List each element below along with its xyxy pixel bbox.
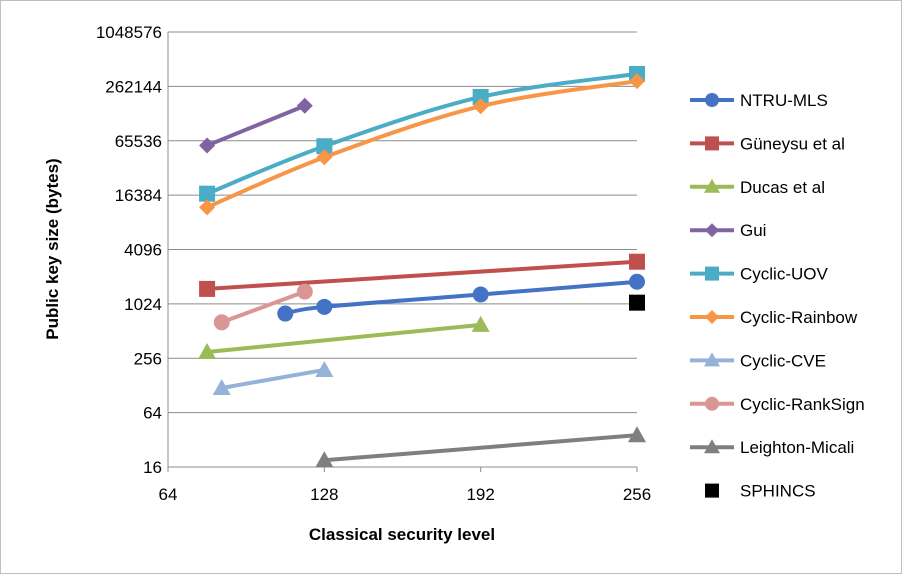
data-point-cyclic-cve: [315, 360, 334, 377]
legend-label: Gui: [740, 221, 766, 240]
x-tick-label: 64: [159, 485, 178, 504]
series-line-cyclic-uov: [206, 71, 638, 196]
series-line-cyclic-cve: [221, 367, 325, 390]
series-line-leighton-micali: [324, 433, 638, 463]
y-tick-label: 64: [143, 404, 162, 423]
data-point-cyclic-uov: [316, 138, 333, 155]
data-point-gui: [296, 97, 313, 114]
x-tick-label: 192: [466, 485, 494, 504]
data-point-cyclic-rainbow: [316, 149, 333, 166]
legend-marker: [705, 266, 719, 281]
series-gui: [199, 97, 313, 154]
legend-label: Ducas et al: [740, 178, 825, 197]
data-point-cyclic-uov: [199, 185, 216, 202]
legend-label: Cyclic-Rainbow: [740, 308, 858, 327]
data-point-ducas-et-al: [471, 315, 490, 332]
grid-layer: [168, 31, 637, 468]
legend-label: Cyclic-CVE: [740, 351, 826, 370]
series-line-cyclic-ranksign: [221, 289, 306, 325]
data-point-cyclic-ranksign: [296, 283, 313, 300]
legend-item-leighton-micali: Leighton-Micali: [690, 438, 854, 457]
data-point-ntru-mls: [316, 298, 333, 315]
y-tick-label: 16: [143, 458, 162, 477]
data-point-leighton-micali: [315, 451, 334, 468]
y-tick-label: 1048576: [96, 23, 162, 42]
axis-layer: 16 64 256 1024 4096 16384 65536 262144 1048576 64…: [96, 23, 651, 504]
series-g-neysu-et-al: [199, 253, 645, 297]
series-cyclic-ranksign: [213, 283, 313, 331]
data-point-cyclic-cve: [212, 378, 231, 395]
data-point-ducas-et-al: [198, 343, 217, 360]
legend-marker: [704, 352, 720, 367]
y-tick-label: 1024: [124, 295, 162, 314]
series-layer: [198, 65, 646, 468]
data-point-cyclic-rainbow: [199, 199, 216, 216]
legend-label: Cyclic-RankSign: [740, 395, 865, 414]
legend-item-g-neysu-et-al: Güneysu et al: [690, 134, 845, 153]
data-point-ntru-mls: [629, 273, 645, 290]
y-tick-label: 256: [134, 349, 162, 368]
legend-marker: [705, 93, 719, 107]
data-point-cyclic-rainbow: [629, 73, 645, 90]
legend-marker: [705, 396, 719, 411]
legend-item-ducas-et-al: Ducas et al: [690, 178, 825, 197]
data-point-leighton-micali: [628, 426, 646, 443]
legend: NTRU-MLS Güneysu et al Ducas et al Gui Cycli…: [690, 91, 865, 501]
y-tick-label: 262144: [105, 77, 162, 96]
legend-item-gui: Gui: [690, 221, 766, 240]
legend-label: Güneysu et al: [740, 134, 845, 153]
data-point-gui: [199, 137, 216, 154]
y-tick-label: 4096: [124, 241, 162, 260]
series-ntru-mls: [277, 273, 645, 322]
legend-label: Leighton-Micali: [740, 438, 854, 457]
legend-marker: [704, 178, 720, 193]
y-tick-label: 16384: [115, 186, 162, 205]
data-point-ntru-mls: [277, 305, 294, 322]
legend-item-cyclic-ranksign: Cyclic-RankSign: [690, 395, 865, 414]
y-axis-title: Public key size (bytes): [43, 158, 62, 339]
data-point-cyclic-ranksign: [213, 314, 230, 331]
series-line-cyclic-rainbow: [206, 79, 638, 210]
legend-item-sphincs: SPHINCS: [705, 482, 816, 501]
series-ducas-et-al: [198, 315, 490, 360]
legend-label: NTRU-MLS: [740, 91, 828, 110]
series-cyclic-rainbow: [199, 73, 645, 216]
data-point-cyclic-rainbow: [472, 98, 489, 115]
series-leighton-micali: [315, 426, 646, 468]
x-axis-title: Classical security level: [309, 525, 495, 544]
legend-marker: [705, 223, 719, 238]
legend-marker: [705, 483, 719, 498]
data-point-ntru-mls: [472, 286, 489, 303]
legend-item-cyclic-rainbow: Cyclic-Rainbow: [690, 308, 858, 327]
data-point-g-neysu-et-al: [199, 280, 216, 297]
legend-marker: [705, 136, 719, 151]
legend-item-cyclic-uov: Cyclic-UOV: [690, 265, 828, 284]
legend-marker: [704, 439, 720, 454]
series-line-ducas-et-al: [206, 322, 481, 355]
legend-item-cyclic-cve: Cyclic-CVE: [690, 351, 826, 370]
data-point-g-neysu-et-al: [629, 253, 645, 270]
x-tick-label: 256: [623, 485, 651, 504]
legend-item-ntru-mls: NTRU-MLS: [690, 91, 828, 110]
legend-marker: [705, 310, 719, 324]
series-line-ntru-mls: [284, 279, 638, 316]
y-tick-label: 65536: [115, 132, 162, 151]
series-line-g-neysu-et-al: [206, 259, 638, 291]
x-tick-label: 128: [310, 485, 338, 504]
data-point-sphincs: [629, 294, 645, 311]
legend-label: Cyclic-UOV: [740, 265, 828, 284]
legend-label: SPHINCS: [740, 482, 816, 501]
series-line-gui: [206, 103, 306, 148]
data-point-cyclic-uov: [472, 88, 489, 105]
series-cyclic-cve: [212, 360, 334, 395]
series-sphincs: [629, 294, 645, 311]
